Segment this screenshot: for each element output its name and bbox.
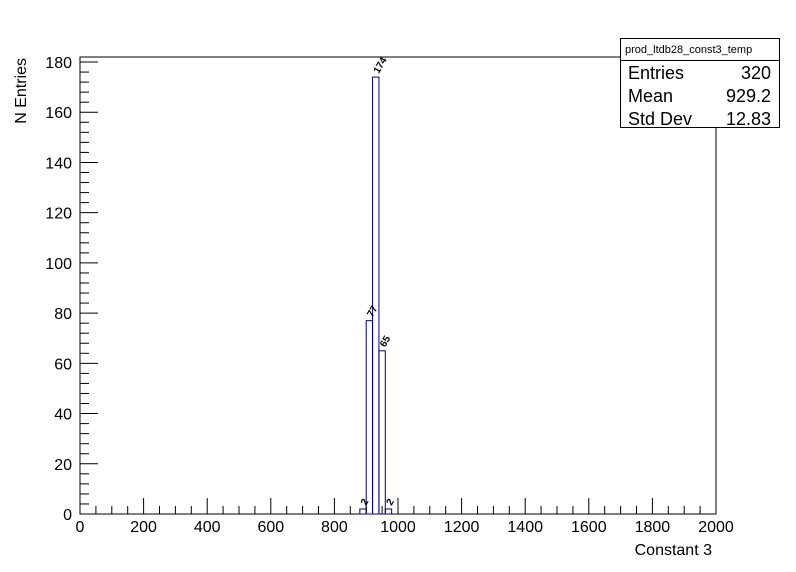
x-tick-label: 800 — [321, 519, 348, 536]
x-tick-label: 2000 — [698, 519, 734, 536]
bin-value-label: 65 — [378, 334, 393, 350]
stats-label: Entries — [628, 63, 685, 83]
y-tick-label: 140 — [45, 155, 72, 172]
stats-value: 12.83 — [725, 109, 771, 129]
stats-label: Std Dev — [628, 109, 693, 129]
y-tick-label: 20 — [54, 457, 72, 474]
x-tick-label: 200 — [130, 519, 157, 536]
x-tick-label: 1600 — [571, 519, 607, 536]
stats-row-mean: Mean 929.2 — [621, 85, 779, 108]
x-axis-label: Constant 3 — [635, 542, 712, 559]
histogram-bins — [359, 76, 393, 515]
histogram-bin — [359, 508, 367, 515]
y-tick-label: 160 — [45, 105, 72, 122]
stats-box: prod_ltdb28_const3_temp Entries 320 Mean… — [620, 38, 780, 131]
bin-value-labels: 2 77 174 65 2 — [359, 55, 397, 507]
stats-value: 929.2 — [725, 86, 771, 106]
bin-value-label: 2 — [359, 497, 372, 508]
stats-value: 320 — [740, 63, 771, 83]
y-tick-label: 60 — [54, 356, 72, 373]
histogram-bin — [372, 76, 380, 515]
stats-row-entries: Entries 320 — [621, 62, 779, 85]
x-tick-label: 1200 — [444, 519, 480, 536]
bin-value-label: 174 — [372, 55, 390, 75]
x-tick-label: 1400 — [507, 519, 543, 536]
x-tick-label: 400 — [194, 519, 221, 536]
x-tick-label: 1800 — [635, 519, 671, 536]
bin-value-label: 77 — [365, 304, 380, 320]
x-tick-label: 600 — [257, 519, 284, 536]
y-axis: 0 20 40 60 80 100 120 140 160 180 — [45, 55, 98, 524]
y-tick-label: 80 — [54, 306, 72, 323]
stats-title: prod_ltdb28_const3_temp — [621, 39, 779, 61]
y-tick-label: 0 — [63, 507, 72, 524]
y-tick-label: 120 — [45, 206, 72, 223]
bin-value-label: 2 — [385, 497, 398, 508]
histogram-bin — [365, 320, 374, 515]
histogram-bin — [384, 508, 393, 515]
histogram-bin — [378, 350, 386, 515]
x-axis: 0 200 400 600 800 1000 1200 1400 1600 1800 2000 — [76, 498, 734, 536]
y-axis-label: N Entries — [13, 58, 30, 124]
x-tick-label: 1000 — [380, 519, 416, 536]
stats-label: Mean — [628, 86, 674, 106]
y-tick-label: 100 — [45, 256, 72, 273]
stats-row-std-dev: Std Dev 12.83 — [621, 108, 779, 131]
x-tick-label: 0 — [76, 519, 85, 536]
y-tick-label: 40 — [54, 407, 72, 424]
y-tick-label: 180 — [45, 55, 72, 72]
